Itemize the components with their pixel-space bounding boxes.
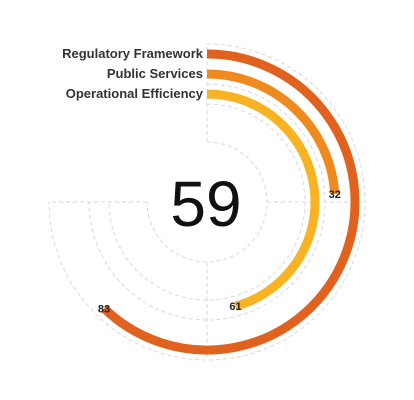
bar-operational-efficiency [206, 89, 320, 311]
series-label-layer: Regulatory Framework Public Services Opera… [62, 46, 204, 101]
center-value: 59 [170, 168, 241, 240]
series-label-operational-efficiency: Operational Efficiency [66, 86, 204, 101]
series-label-public-services: Public Services [107, 66, 203, 81]
data-label-layer: 83 32 61 [98, 189, 341, 315]
grid-ring-2 [88, 83, 326, 321]
grid-ring-1 [48, 43, 366, 361]
series-label-regulatory-framework: Regulatory Framework [62, 46, 204, 61]
grid-layer [48, 43, 366, 361]
data-label-operational-efficiency: 61 [229, 301, 241, 313]
bar-layer [100, 49, 360, 355]
grid-ring-4 [146, 141, 268, 263]
grid-ring-3 [108, 103, 306, 301]
bar-public-services [206, 69, 340, 195]
data-label-public-services: 32 [329, 189, 341, 201]
data-label-regulatory-framework: 83 [98, 303, 110, 315]
bar-regulatory-framework [100, 49, 360, 355]
